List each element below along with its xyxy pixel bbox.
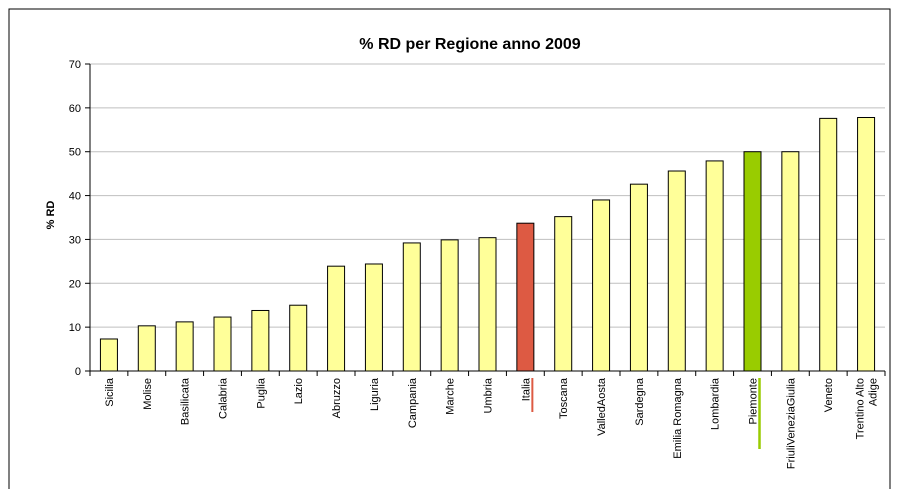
- y-tick-label: 60: [69, 103, 81, 115]
- bar: [819, 117, 838, 372]
- axes-layer: [85, 63, 886, 376]
- y-tick-label: 20: [69, 278, 81, 290]
- x-tick-label: ValledAosta: [596, 377, 608, 436]
- x-tick-label: Italia: [520, 377, 532, 401]
- bar: [327, 265, 346, 372]
- bar: [440, 239, 459, 372]
- bar: [592, 199, 611, 372]
- bar: [251, 309, 270, 372]
- x-tick-label: Adige: [868, 378, 880, 406]
- x-tick-label: Lazio: [293, 378, 305, 404]
- x-tick-label: Piemonte: [748, 378, 760, 424]
- chart-title: % RD per Regione anno 2009: [359, 36, 580, 53]
- bar: [743, 151, 762, 372]
- x-tick-label: Campania: [407, 377, 419, 428]
- x-tick-label: Umbria: [483, 377, 495, 413]
- x-tick-label: Basilicata: [180, 377, 192, 425]
- bar: [857, 117, 876, 372]
- bar: [137, 325, 156, 372]
- bar: [99, 338, 118, 372]
- y-tick-label: 40: [69, 191, 81, 203]
- bar: [213, 316, 232, 372]
- y-tick-label: 70: [69, 59, 81, 71]
- bar: [289, 304, 308, 372]
- x-tick-label: Toscana: [558, 377, 570, 419]
- x-tick-label: Trentino Alto: [855, 378, 867, 439]
- y-tick-label: 50: [69, 147, 81, 159]
- bar: [175, 321, 194, 372]
- bar: [554, 216, 573, 372]
- y-tick-label: 10: [69, 322, 81, 334]
- bar: [516, 222, 535, 372]
- x-tick-label: Emilia Romagna: [672, 377, 684, 459]
- bar: [781, 151, 800, 372]
- bar: [705, 160, 724, 372]
- x-tick-label: FriuliVeneziaGiulia: [785, 377, 797, 469]
- x-tick-label: Sicilia: [104, 377, 116, 407]
- bar: [478, 237, 497, 372]
- bar: [402, 242, 421, 372]
- bar: [629, 183, 648, 372]
- labels-layer: 0 10 20 30 40 50 60 70 Sicilia Molise Basilicata Ca…: [69, 59, 880, 469]
- bar: [667, 170, 686, 372]
- x-tick-label: Sardegna: [634, 377, 646, 426]
- x-tick-label: Abruzzo: [331, 378, 343, 418]
- x-tick-label: Liguria: [369, 377, 381, 411]
- y-tick-label: 30: [69, 234, 81, 246]
- bar: [364, 263, 383, 372]
- y-tick-label: 0: [75, 366, 81, 378]
- x-tick-label: Veneto: [823, 378, 835, 412]
- x-tick-label: Lombardia: [710, 377, 722, 430]
- x-tick-label: Marche: [445, 378, 457, 415]
- x-tick-label: Puglia: [255, 377, 267, 408]
- y-axis-label: % RD: [45, 201, 57, 230]
- x-tick-label: Molise: [142, 378, 154, 410]
- x-tick-label: Calabria: [218, 377, 230, 419]
